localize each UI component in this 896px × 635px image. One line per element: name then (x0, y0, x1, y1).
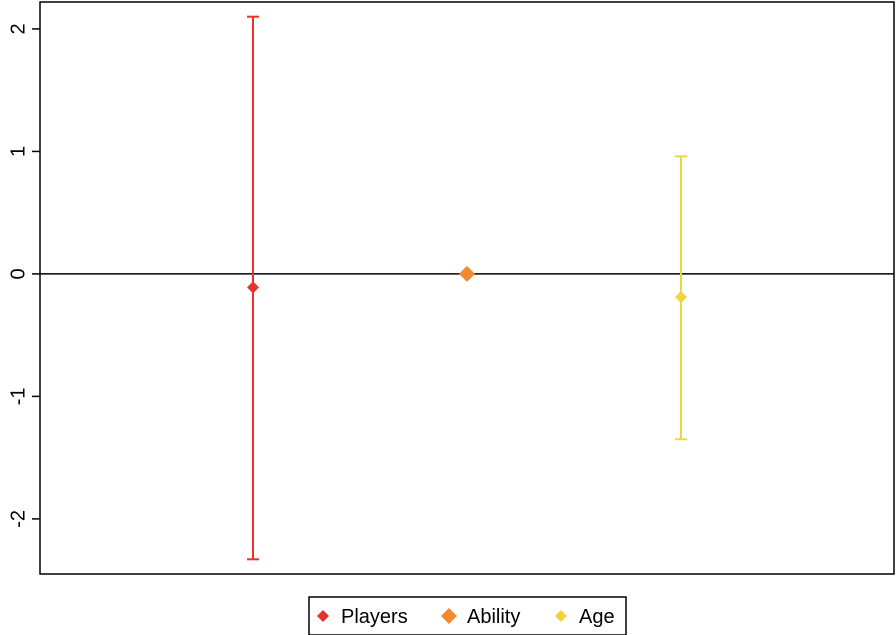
legend-label: Players (341, 606, 408, 628)
series-layer (247, 15, 687, 561)
plot-frame (39, 1, 895, 575)
point-marker (675, 291, 687, 304)
legend-marker (555, 610, 567, 622)
y-axis: -2 -1 0 1 2 (7, 23, 40, 528)
legend-label: Ability (467, 606, 520, 628)
y-tick-label: -2 (7, 510, 29, 528)
series-age (675, 155, 687, 441)
legend-marker (441, 608, 457, 624)
y-tick-label: 0 (7, 268, 29, 279)
y-tick-label: -1 (7, 387, 29, 405)
y-tick-label: 2 (7, 23, 29, 34)
series-players (247, 15, 259, 561)
point-marker (459, 265, 475, 282)
legend-label: Age (579, 606, 615, 628)
y-tick-label: 1 (7, 146, 29, 157)
legend: Players Ability Age (308, 596, 627, 635)
legend-marker (317, 610, 329, 622)
series-ability (459, 265, 475, 282)
legend-box (308, 596, 627, 635)
point-marker (247, 281, 259, 294)
